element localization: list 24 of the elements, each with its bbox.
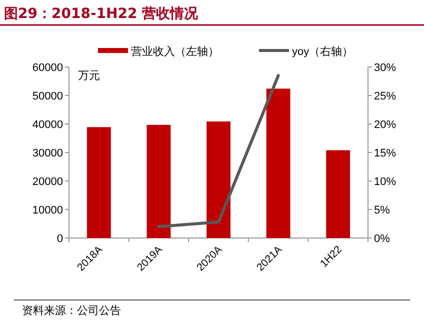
y2-tick-label: 25%: [374, 90, 396, 102]
bar: [326, 150, 350, 238]
bar: [86, 127, 111, 238]
chart-title: 图29：2018-1H22 营收情况: [4, 6, 200, 22]
y2-tick-label: 15%: [374, 148, 396, 160]
y2-tick-label: 30%: [374, 62, 396, 74]
y-tick-label: 60000: [32, 62, 63, 74]
y-tick-label: 10000: [32, 204, 63, 216]
y2-tick-label: 0%: [374, 233, 390, 245]
y-tick-label: 0: [56, 233, 63, 245]
legend-label: 营业收入（左轴）: [131, 45, 219, 58]
text: 资料来源：公司公告: [22, 304, 121, 317]
y2-tick-label: 20%: [374, 119, 396, 131]
y-tick-label: 30000: [32, 148, 63, 160]
y-tick-label: 20000: [32, 176, 63, 188]
bar: [266, 88, 290, 238]
y-tick-label: 50000: [32, 90, 63, 102]
annotation: 万元: [78, 70, 100, 82]
bar: [206, 121, 230, 238]
y2-tick-label: 10%: [374, 176, 396, 188]
legend-label: yoy（右轴）: [292, 45, 354, 58]
y2-tick-label: 5%: [374, 204, 390, 216]
y-tick-label: 40000: [32, 119, 63, 131]
bar: [146, 124, 171, 238]
